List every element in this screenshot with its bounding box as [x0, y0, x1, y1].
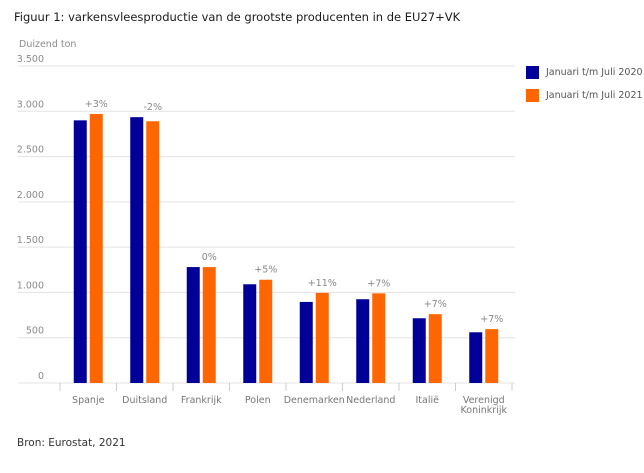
y-axis-label: Duizend ton	[19, 39, 77, 50]
category-label: Nederland	[346, 395, 395, 406]
y-tick-label: 500	[26, 326, 44, 337]
bar-2021	[372, 293, 386, 383]
legend-swatch-2020	[526, 66, 539, 79]
bar-2021	[259, 279, 273, 383]
chart-title: Figuur 1: varkensvleesproductie van de g…	[14, 10, 461, 24]
bar-2020	[73, 120, 87, 383]
change-label: +7%	[424, 299, 447, 310]
category-label: Polen	[245, 395, 271, 406]
category-label: Frankrijk	[181, 395, 222, 406]
y-tick-label: 3.500	[17, 54, 44, 65]
legend-label-2021: Januari t/m Juli 2021	[546, 90, 643, 101]
bar-2020	[186, 267, 200, 383]
category-label: Italië	[416, 395, 440, 406]
y-tick-label: 3.000	[17, 99, 44, 110]
category-label: Duitsland	[122, 395, 167, 406]
source-note: Bron: Eurostat, 2021	[17, 437, 126, 449]
bar-2020	[299, 301, 313, 383]
bar-2021	[315, 292, 329, 383]
bar-2021	[89, 114, 103, 383]
change-label: +3%	[85, 99, 108, 110]
change-label: +11%	[308, 278, 337, 289]
bar-2020	[130, 117, 144, 384]
change-label: +7%	[367, 278, 390, 289]
bar-2020	[469, 332, 483, 383]
y-tick-label: 1.000	[17, 280, 44, 291]
y-tick-label: 1.500	[17, 235, 44, 246]
y-tick-label: 0	[38, 371, 44, 382]
category-label: Koninkrijk	[461, 405, 508, 416]
bar-2020	[356, 299, 370, 383]
category-label: Verenigd	[463, 395, 505, 406]
bar-2021	[146, 121, 160, 384]
bar-2020	[243, 284, 257, 383]
change-label: +7%	[480, 314, 503, 325]
legend-swatch-2021	[526, 89, 539, 102]
y-tick-label: 2.000	[17, 190, 44, 201]
y-tick-label: 2.500	[17, 145, 44, 156]
category-label: Denemarken	[284, 395, 345, 406]
bar-2021	[485, 329, 499, 383]
category-label: Spanje	[72, 395, 105, 406]
change-label: +5%	[254, 265, 277, 276]
legend: Januari t/m Juli 2020 Januari t/m Juli 2…	[526, 66, 643, 112]
legend-item-2021: Januari t/m Juli 2021	[526, 89, 643, 102]
change-label: 0%	[202, 252, 217, 263]
bar-2021	[428, 314, 442, 383]
change-label: -2%	[144, 102, 163, 113]
legend-item-2020: Januari t/m Juli 2020	[526, 66, 643, 79]
legend-label-2020: Januari t/m Juli 2020	[546, 67, 643, 78]
bar-2020	[412, 318, 426, 383]
bar-2021	[202, 267, 216, 383]
